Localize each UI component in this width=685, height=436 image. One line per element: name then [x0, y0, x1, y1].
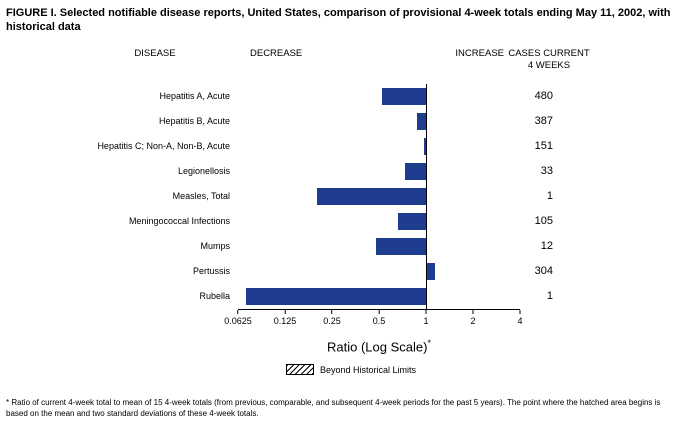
x-axis-line	[238, 308, 520, 310]
tick-mark	[331, 309, 333, 314]
x-tick: 4	[517, 309, 523, 326]
ratio-bar	[381, 87, 426, 105]
ratio-bar	[245, 287, 426, 305]
disease-label: Hepatitis A, Acute	[159, 91, 230, 102]
footnote: * Ratio of current 4-week total to mean …	[6, 398, 661, 418]
ratio-bar	[397, 212, 426, 230]
ratio-bar	[417, 112, 426, 130]
tick-label: 0.25	[323, 315, 341, 326]
baseline-line	[426, 108, 427, 134]
tick-label: 4	[517, 315, 523, 326]
plot-cell	[238, 183, 520, 209]
legend: Beyond Historical Limits	[210, 364, 492, 376]
tick-mark	[237, 309, 239, 314]
tick-label: 0.125	[273, 315, 297, 326]
chart-row: Hepatitis B, Acute 387	[0, 108, 685, 134]
disease-label: Legionellosis	[177, 166, 230, 177]
baseline-line	[426, 283, 427, 309]
baseline-line	[426, 183, 427, 209]
plot-cell	[238, 133, 520, 159]
cases-count: 105	[534, 215, 553, 228]
x-axis-ticks: 0.0625 0.125 0.25 0.5 1 2 4	[224, 309, 523, 328]
x-tick: 0.0625	[224, 309, 252, 326]
cases-count: 480	[534, 90, 553, 103]
x-axis-label-asterisk: *	[427, 337, 431, 348]
plot-cell	[238, 83, 520, 109]
ratio-bar	[316, 187, 426, 205]
header-increase: INCREASE	[455, 48, 504, 59]
tick-label: 2	[470, 315, 476, 326]
cases-count: 387	[534, 115, 553, 128]
x-axis: 0.0625 0.125 0.25 0.5 1 2 4	[224, 308, 523, 328]
baseline-line	[426, 133, 427, 159]
chart-row: Pertussis 304	[0, 258, 685, 284]
plot-cell	[238, 208, 520, 234]
baseline-line	[426, 208, 427, 234]
cases-count: 1	[546, 290, 553, 303]
tick-label: 0.5	[372, 315, 386, 326]
hatched-swatch-icon	[285, 364, 314, 376]
x-tick: 0.125	[273, 309, 297, 326]
disease-label: Rubella	[199, 291, 230, 302]
tick-mark	[284, 309, 286, 314]
disease-label: Measles, Total	[172, 191, 230, 202]
plot-cell	[238, 108, 520, 134]
cases-count: 304	[534, 265, 553, 278]
ratio-bar	[376, 237, 426, 255]
baseline-line	[426, 158, 427, 184]
baseline-line	[426, 83, 427, 109]
header-cases-line2: 4 WEEKS	[527, 59, 571, 71]
legend-label: Beyond Historical Limits	[319, 364, 417, 375]
baseline-line	[426, 233, 427, 259]
tick-label: 0.0625	[224, 315, 252, 326]
x-axis-label: Ratio (Log Scale)*	[238, 338, 520, 354]
tick-mark	[519, 309, 521, 314]
ratio-bar	[404, 162, 426, 180]
ratio-bar	[426, 262, 435, 280]
chart-row: Meningococcal Infections 105	[0, 208, 685, 234]
x-tick: 0.25	[323, 309, 341, 326]
plot-cell	[238, 283, 520, 309]
column-headers: DISEASE DECREASE INCREASE CASES CURRENT …	[0, 48, 685, 72]
plot-cell	[238, 233, 520, 259]
chart-row: Measles, Total 1	[0, 183, 685, 209]
baseline-line	[426, 258, 427, 284]
x-tick: 2	[470, 309, 476, 326]
header-cases-line1: CASES CURRENT	[508, 48, 590, 59]
disease-label: Meningococcal Infections	[128, 216, 230, 227]
figure-title: FIGURE I. Selected notifiable disease re…	[6, 7, 671, 34]
plot-cell	[238, 258, 520, 284]
header-cases: CASES CURRENT 4 WEEKS	[506, 48, 592, 72]
disease-label: Pertussis	[192, 266, 230, 277]
x-tick: 0.5	[372, 309, 386, 326]
plot-cell	[238, 158, 520, 184]
disease-label: Hepatitis B, Acute	[158, 116, 230, 127]
chart-row: Legionellosis 33	[0, 158, 685, 184]
cases-count: 12	[540, 240, 553, 253]
header-plot: DECREASE INCREASE	[238, 48, 520, 60]
ratio-bar	[423, 137, 426, 155]
tick-mark	[472, 309, 474, 314]
header-decrease: DECREASE	[250, 48, 303, 59]
disease-label: Mumps	[200, 241, 230, 252]
x-tick: 1	[423, 309, 429, 326]
chart: DISEASE DECREASE INCREASE CASES CURRENT …	[0, 48, 685, 376]
chart-row: Hepatitis A, Acute 480	[0, 83, 685, 109]
disease-label: Hepatitis C; Non-A, Non-B, Acute	[97, 141, 230, 152]
tick-mark	[378, 309, 380, 314]
cases-count: 151	[534, 140, 553, 153]
chart-rows: Hepatitis A, Acute 480 Hepatitis B, Acute 3…	[0, 83, 685, 309]
chart-row: Hepatitis C; Non-A, Non-B, Acute 151	[0, 133, 685, 159]
x-axis-label-text: Ratio (Log Scale)	[327, 339, 428, 355]
cases-count: 33	[540, 165, 553, 178]
tick-mark	[425, 309, 427, 314]
chart-row: Mumps 12	[0, 233, 685, 259]
chart-row: Rubella 1	[0, 283, 685, 309]
header-disease: DISEASE	[134, 48, 176, 59]
tick-label: 1	[423, 315, 429, 326]
cases-count: 1	[546, 190, 553, 203]
